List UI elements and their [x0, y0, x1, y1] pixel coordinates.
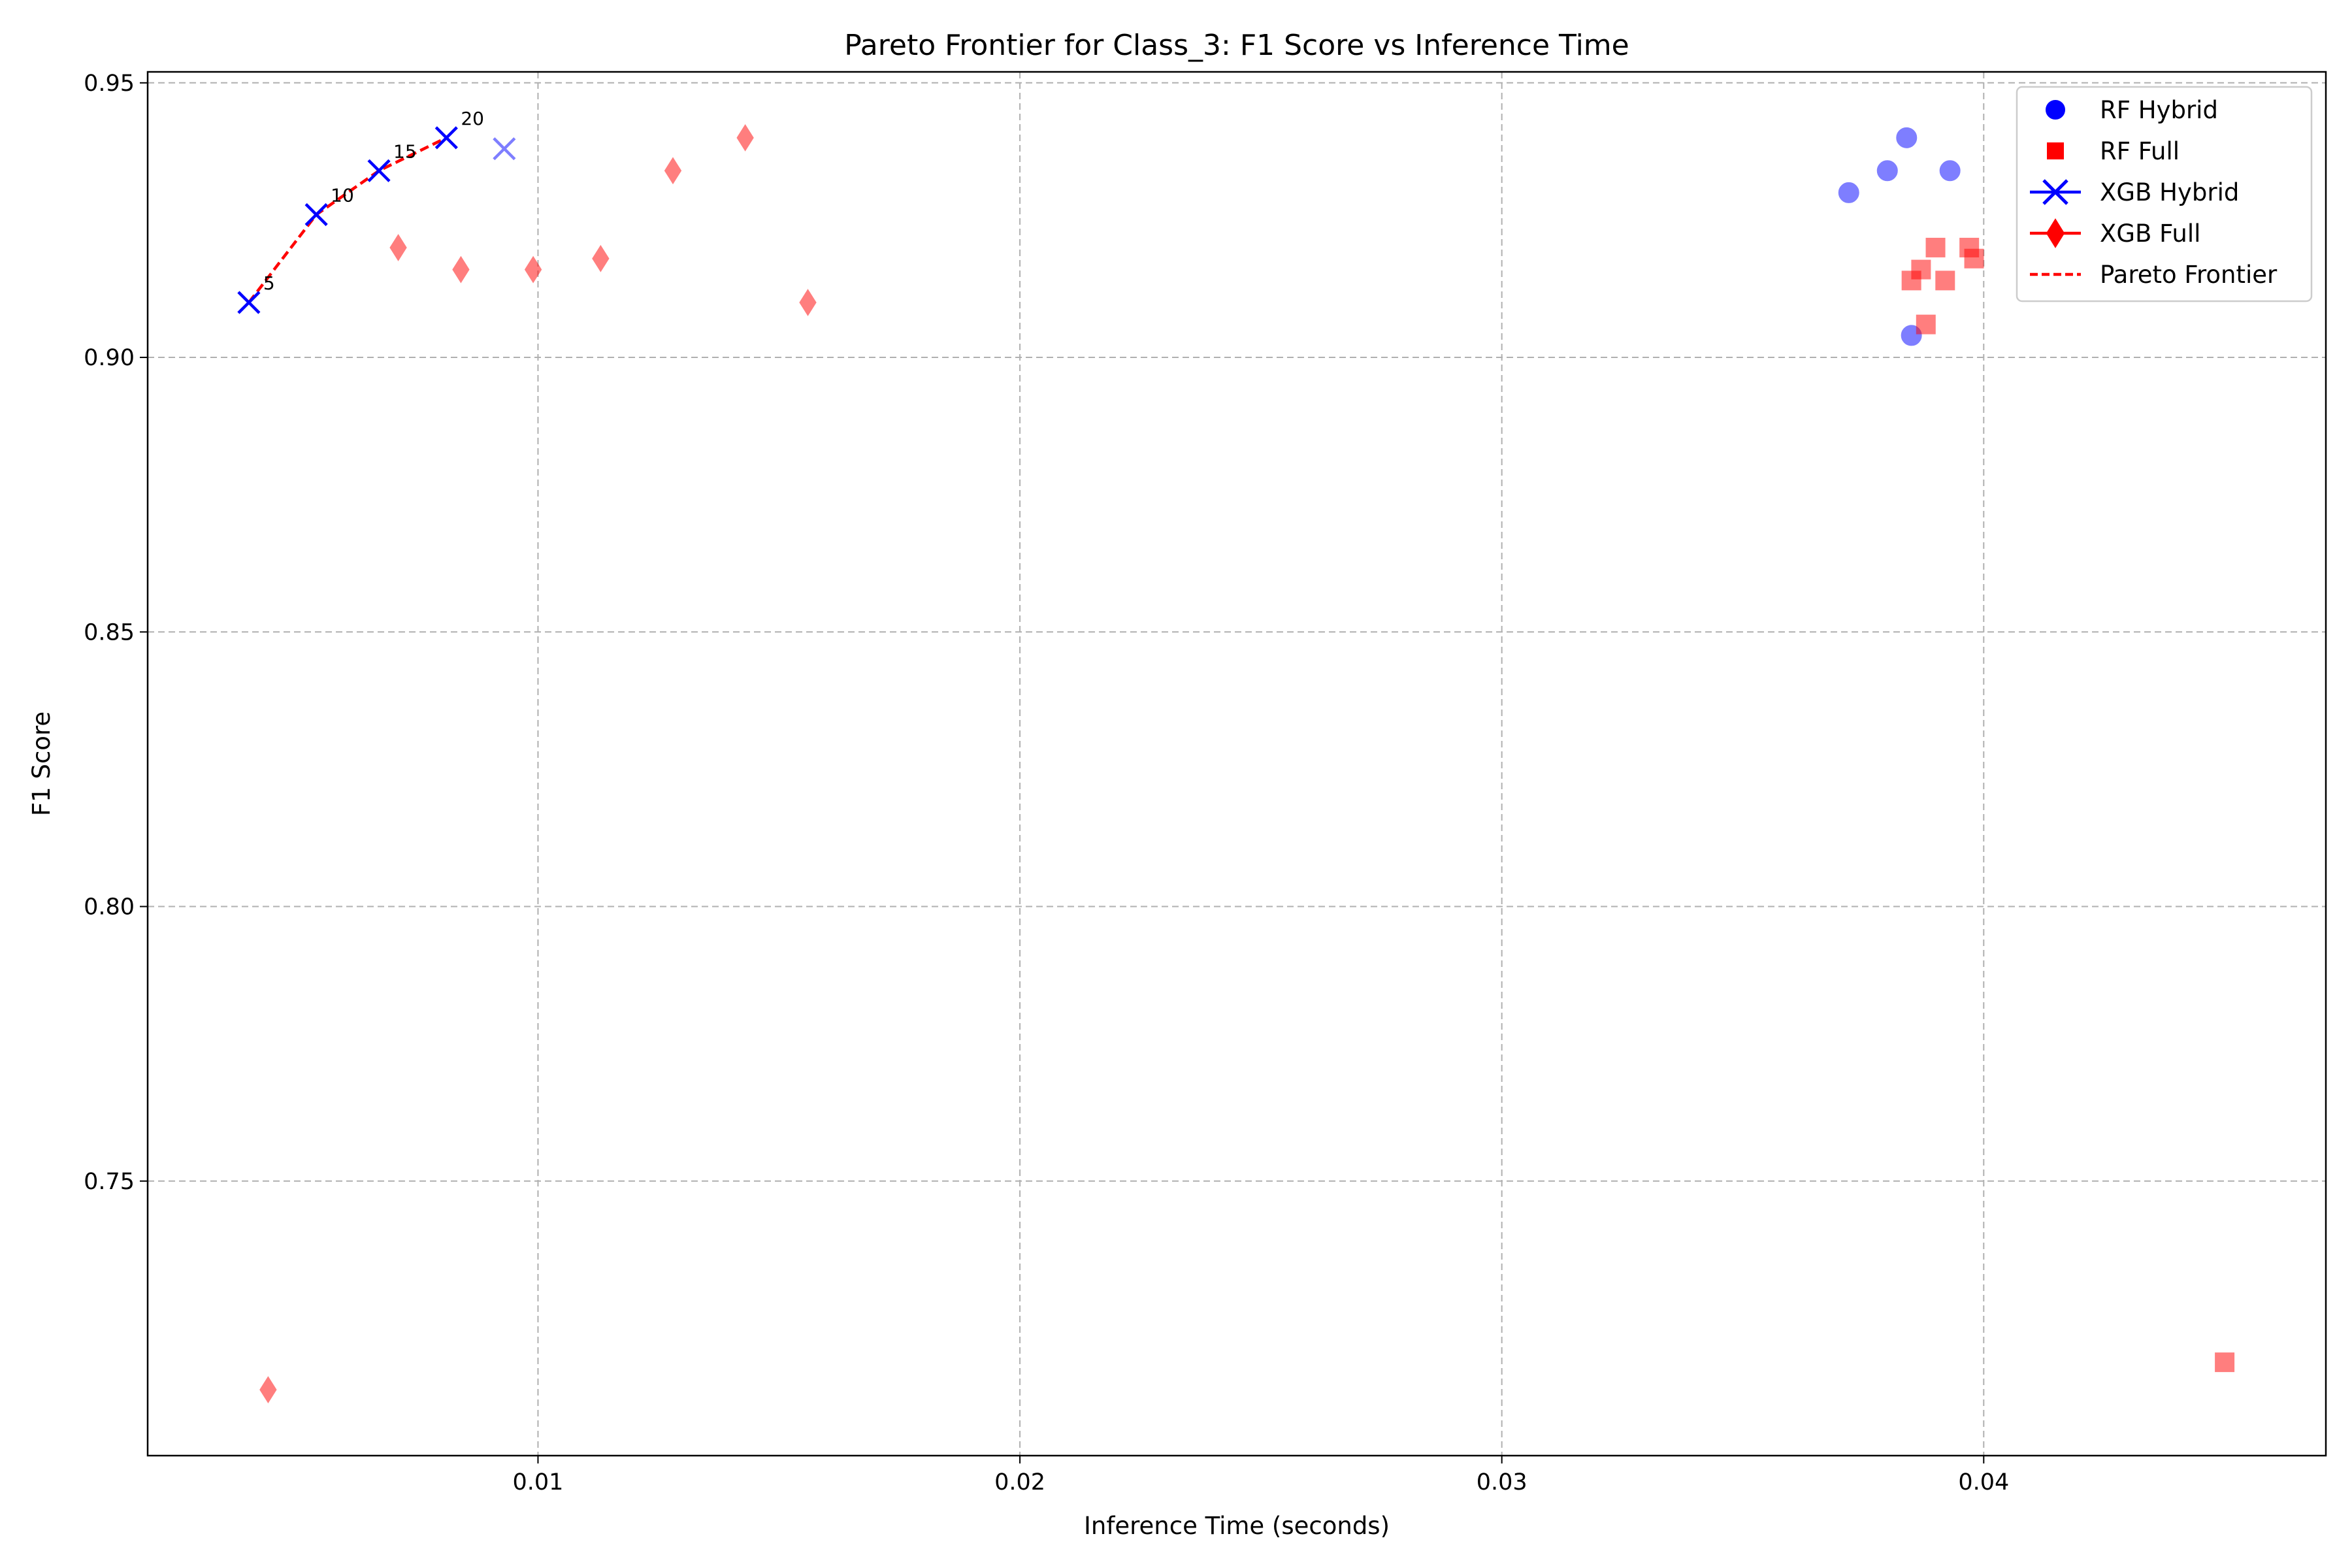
point-annotations: 5 10 15 20	[263, 108, 484, 294]
grid-lines	[148, 72, 2326, 1456]
legend-swatch	[2046, 218, 2065, 248]
legend-label: XGB Hybrid	[2100, 178, 2239, 206]
rf-full-point	[1916, 314, 1936, 335]
xgb-full-point	[664, 157, 682, 185]
x-axis-label: Inference Time (seconds)	[1084, 1512, 1390, 1540]
xgb-full-point	[259, 1376, 277, 1404]
data-marks	[237, 123, 2235, 1404]
x-axis-ticks: 0.01 0.02 0.03 0.04	[512, 1456, 2009, 1495]
xgb-full-point	[736, 123, 754, 152]
y-tick-label: 0.90	[84, 345, 135, 371]
xgb-full-point	[524, 255, 542, 284]
legend-swatch	[2047, 142, 2064, 159]
y-tick-label: 0.75	[84, 1169, 135, 1195]
x-tick-label: 0.01	[512, 1469, 563, 1495]
point-annotation: 15	[393, 140, 417, 162]
y-tick-label: 0.80	[84, 894, 135, 921]
point-annotation: 20	[461, 108, 484, 129]
legend-label: Pareto Frontier	[2100, 261, 2278, 289]
legend-label: XGB Full	[2100, 220, 2200, 248]
rf-full-point	[1935, 270, 1955, 291]
y-tick-label: 0.85	[84, 619, 135, 645]
legend-swatch	[2046, 100, 2065, 120]
legend-box	[2016, 86, 2313, 302]
point-annotation: 10	[331, 185, 354, 206]
rf-hybrid-point	[1896, 127, 1918, 148]
xgb-hybrid-point	[237, 291, 261, 314]
legend-item-rf-hybrid: RF Hybrid	[2046, 96, 2218, 124]
xgb-hybrid-point	[304, 203, 328, 227]
rf-hybrid-point	[1838, 182, 1859, 203]
xgb-full-point	[389, 234, 407, 261]
legend-label: RF Hybrid	[2100, 96, 2218, 124]
legend-item-xgb-hybrid: XGB Hybrid	[2030, 178, 2239, 206]
legend-swatch	[2042, 179, 2068, 205]
legend-item-pareto-frontier: Pareto Frontier	[2030, 261, 2278, 289]
xgb-full-point	[592, 244, 610, 272]
rf-full-point	[1925, 237, 1946, 257]
pareto-frontier-layer	[248, 136, 448, 304]
x-tick-label: 0.02	[994, 1469, 1045, 1495]
point-annotation: 5	[263, 272, 275, 294]
xgb-hybrid-point	[434, 126, 458, 150]
rf-full-point	[2215, 1352, 2235, 1373]
plot-frame	[146, 71, 2327, 1457]
x-tick-label: 0.04	[1958, 1469, 2009, 1495]
legend-label: RF Full	[2100, 137, 2180, 165]
legend-item-rf-full: RF Full	[2047, 137, 2180, 165]
xgb-hybrid-point	[493, 137, 516, 161]
rf-hybrid-point	[1939, 160, 1961, 182]
legend-item-xgb-full: XGB Full	[2030, 218, 2200, 248]
y-axis-label: F1 Score	[27, 711, 56, 816]
rf-full-point	[1964, 248, 1984, 269]
x-tick-label: 0.03	[1477, 1469, 1527, 1495]
rf-hybrid-point	[1876, 160, 1898, 182]
xgb-full-point	[452, 255, 470, 284]
chart-title: Pareto Frontier for Class_3: F1 Score vs…	[844, 29, 1629, 62]
rf-full-point	[1911, 259, 1931, 280]
y-tick-label: 0.95	[84, 71, 135, 97]
xgb-full-point	[799, 289, 817, 316]
pareto-frontier-line	[248, 136, 448, 304]
y-axis-ticks: 0.75 0.80 0.85 0.90 0.95	[84, 71, 148, 1195]
legend: RF Hybrid RF Full XGB Hybrid XGB Full Pareto…	[2016, 86, 2313, 302]
xgb-hybrid-point	[367, 159, 391, 182]
